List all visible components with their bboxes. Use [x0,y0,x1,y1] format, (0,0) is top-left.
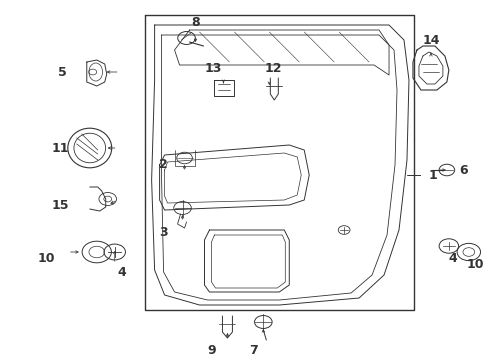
Text: 7: 7 [248,343,257,356]
Text: 14: 14 [421,33,439,46]
Text: 6: 6 [458,163,467,176]
Text: 8: 8 [191,15,200,28]
Text: 10: 10 [38,252,55,265]
Text: 4: 4 [117,266,126,279]
Text: 5: 5 [58,66,66,78]
Text: 10: 10 [466,258,483,271]
Text: 2: 2 [159,158,167,171]
Text: 9: 9 [207,343,215,356]
Text: 15: 15 [52,198,69,212]
Text: 12: 12 [264,62,281,75]
Text: 1: 1 [428,168,437,181]
Text: 3: 3 [159,225,167,239]
Text: 11: 11 [52,141,69,154]
Text: 4: 4 [448,252,457,265]
Text: 13: 13 [204,62,222,75]
